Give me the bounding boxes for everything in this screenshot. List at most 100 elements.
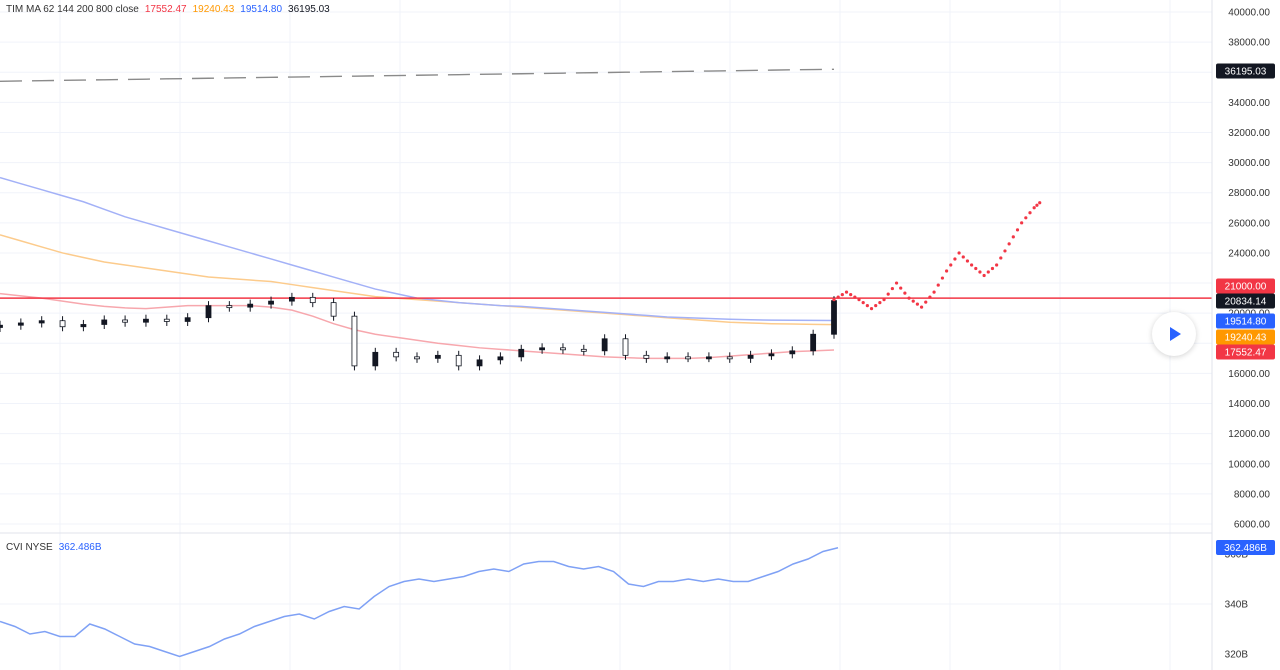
candle-body	[309, 296, 316, 304]
projection-dot	[1032, 206, 1036, 210]
price-axis-label: 30000.00	[1228, 158, 1270, 169]
candle-body	[580, 348, 587, 352]
candle-body	[351, 315, 358, 367]
sub-legend-label: CVI NYSE	[6, 542, 53, 553]
projection-dot	[836, 295, 840, 299]
candle-body	[706, 356, 712, 360]
price-axis[interactable]: 40000.0038000.0036000.0034000.0032000.00…	[1228, 8, 1270, 531]
candle-body	[288, 296, 295, 302]
projection-dot	[1015, 228, 1020, 232]
price-axis-label: 14000.00	[1228, 399, 1270, 410]
price-axis-label: 8000.00	[1234, 489, 1271, 500]
cvi-nyse-line	[0, 547, 839, 658]
sub-legend[interactable]: CVI NYSE 362.486B	[6, 542, 102, 553]
projection-dot	[999, 256, 1003, 260]
sub-axis[interactable]: 360B340B320B362.486B	[1216, 540, 1275, 661]
candle-body	[831, 300, 837, 335]
candle-body	[685, 356, 691, 360]
price-axis-label: 16000.00	[1228, 369, 1270, 380]
projection-dot	[1038, 201, 1042, 205]
candle-body	[789, 350, 796, 355]
projection-dot	[928, 295, 932, 299]
projection-dot	[1003, 249, 1007, 253]
projection-dot	[853, 295, 857, 299]
ma-line-ma800	[0, 68, 835, 82]
projection-dots	[832, 201, 1042, 311]
legend-value-ma800: 36195.03	[288, 4, 330, 15]
projection-dot	[903, 291, 907, 295]
projection-dot	[840, 293, 844, 297]
candle-body	[664, 356, 671, 360]
grid	[0, 0, 1212, 670]
projection-dot	[940, 276, 945, 280]
candle-body	[560, 347, 566, 351]
candle-body	[163, 318, 170, 322]
projection-dot	[849, 293, 853, 297]
candle-body	[330, 302, 337, 317]
price-axis-label: 26000.00	[1228, 218, 1270, 229]
projection-dot	[915, 302, 920, 306]
price-axis-label: 6000.00	[1234, 520, 1271, 531]
sub-axis-label: 320B	[1225, 650, 1249, 661]
sub-value-tag-label: 362.486B	[1224, 543, 1267, 554]
price-tag-label: 19240.43	[1225, 333, 1267, 344]
price-axis-label: 32000.00	[1228, 128, 1270, 139]
candle-body	[372, 351, 379, 367]
projection-dot	[844, 290, 849, 294]
projection-dot	[882, 298, 886, 302]
candle-body	[226, 305, 233, 309]
sub-axis-label: 340B	[1225, 600, 1249, 611]
price-axis-label: 28000.00	[1228, 188, 1270, 199]
candle-body	[810, 333, 817, 352]
projection-dot	[894, 281, 899, 285]
cvi-line	[0, 547, 839, 658]
projection-dot	[924, 300, 928, 304]
candle-body	[80, 324, 87, 328]
projection-dot	[953, 257, 957, 261]
main-legend[interactable]: TIM MA 62 144 200 800 close 17552.47 192…	[6, 4, 330, 15]
projection-dot	[1011, 235, 1015, 239]
candle-body	[476, 359, 483, 367]
projection-dot	[961, 255, 965, 259]
play-button[interactable]	[1152, 312, 1196, 356]
price-tag-label: 19514.80	[1225, 317, 1267, 328]
projection-dot	[936, 283, 940, 287]
candle-body	[497, 356, 504, 361]
price-tag-label: 36195.03	[1225, 67, 1267, 78]
price-tag	[1216, 293, 1275, 309]
projection-dot	[982, 273, 986, 278]
projection-dot	[874, 304, 878, 308]
price-axis-label: 34000.00	[1228, 98, 1270, 109]
projection-dot	[986, 270, 990, 274]
ma-line-ma62	[0, 292, 835, 360]
projection-dot	[932, 290, 936, 294]
price-tags: 36195.03 21000.00 20834.14 19514.80 19240.43…	[1216, 63, 1275, 360]
candlesticks	[0, 292, 837, 371]
projection-dot	[949, 263, 953, 267]
projection-dot	[1007, 242, 1011, 246]
projection-dot	[1028, 211, 1032, 215]
projection-dot	[899, 286, 903, 290]
price-axis-label: 40000.00	[1228, 8, 1270, 19]
price-tag	[1216, 313, 1275, 329]
projection-dot	[861, 301, 865, 305]
legend-value-ma200: 19514.80	[240, 4, 283, 15]
candle-body	[122, 319, 128, 323]
projection-dot	[911, 299, 915, 303]
legend-value-ma62: 17552.47	[144, 4, 187, 15]
projection-dot	[832, 298, 836, 302]
candle-body	[0, 324, 3, 328]
legend-value-ma144: 19240.43	[192, 4, 235, 15]
candle-body	[184, 317, 191, 322]
candle-body	[393, 351, 400, 358]
projection-dot	[1035, 203, 1039, 207]
projection-dot	[970, 263, 974, 267]
projection-dot	[965, 259, 970, 263]
candle-body	[205, 305, 212, 319]
main-legend-label: TIM MA 62 144 200 800 close	[6, 4, 139, 15]
projection-dot	[869, 307, 874, 311]
price-axis-label: 12000.00	[1228, 429, 1270, 440]
price-axis-label: 38000.00	[1228, 38, 1270, 49]
projection-dot	[995, 263, 999, 267]
